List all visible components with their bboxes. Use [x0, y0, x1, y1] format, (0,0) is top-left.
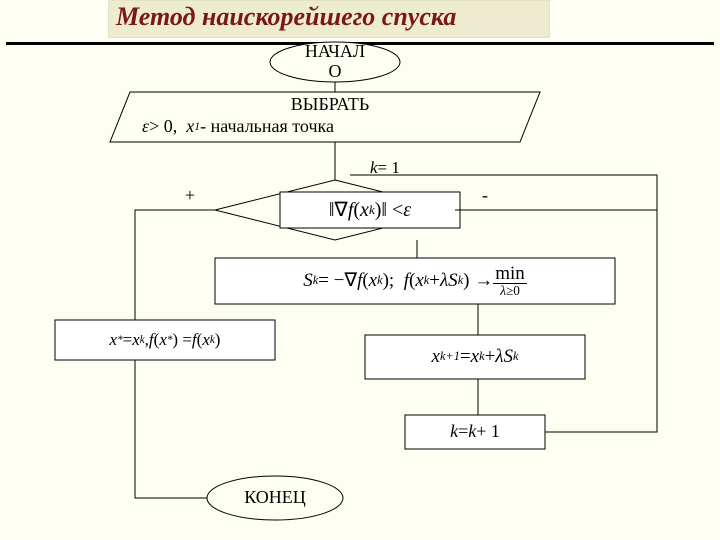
decision-condition: ‖∇f(xk)‖ < ε: [282, 194, 458, 226]
k-init-label: k = 1: [370, 157, 440, 179]
end-label: КОНЕЦ: [220, 486, 330, 510]
input-line2: ε > 0, x1 - начальная точка: [142, 116, 522, 138]
start-label: НАЧАЛО: [280, 44, 390, 80]
diagram-stage: Метод наискорейшего спуска НАЧАЛО ВЫБРАТЬ…: [0, 0, 720, 540]
branch-plus: +: [180, 186, 200, 206]
input-line1: ВЫБРАТЬ: [130, 94, 530, 116]
page-title: Метод наискорейшего спуска: [116, 2, 456, 32]
kinc-label: k = k + 1: [409, 415, 541, 449]
step-label: Sk = −∇f(xk); f(xk + λSk) → minλ≥0: [219, 258, 611, 304]
update-label: xk+1 = xk + λSk: [369, 335, 581, 379]
branch-minus: -: [475, 186, 495, 206]
result-label: x* = xk , f(x*) = f(xk): [59, 320, 271, 360]
